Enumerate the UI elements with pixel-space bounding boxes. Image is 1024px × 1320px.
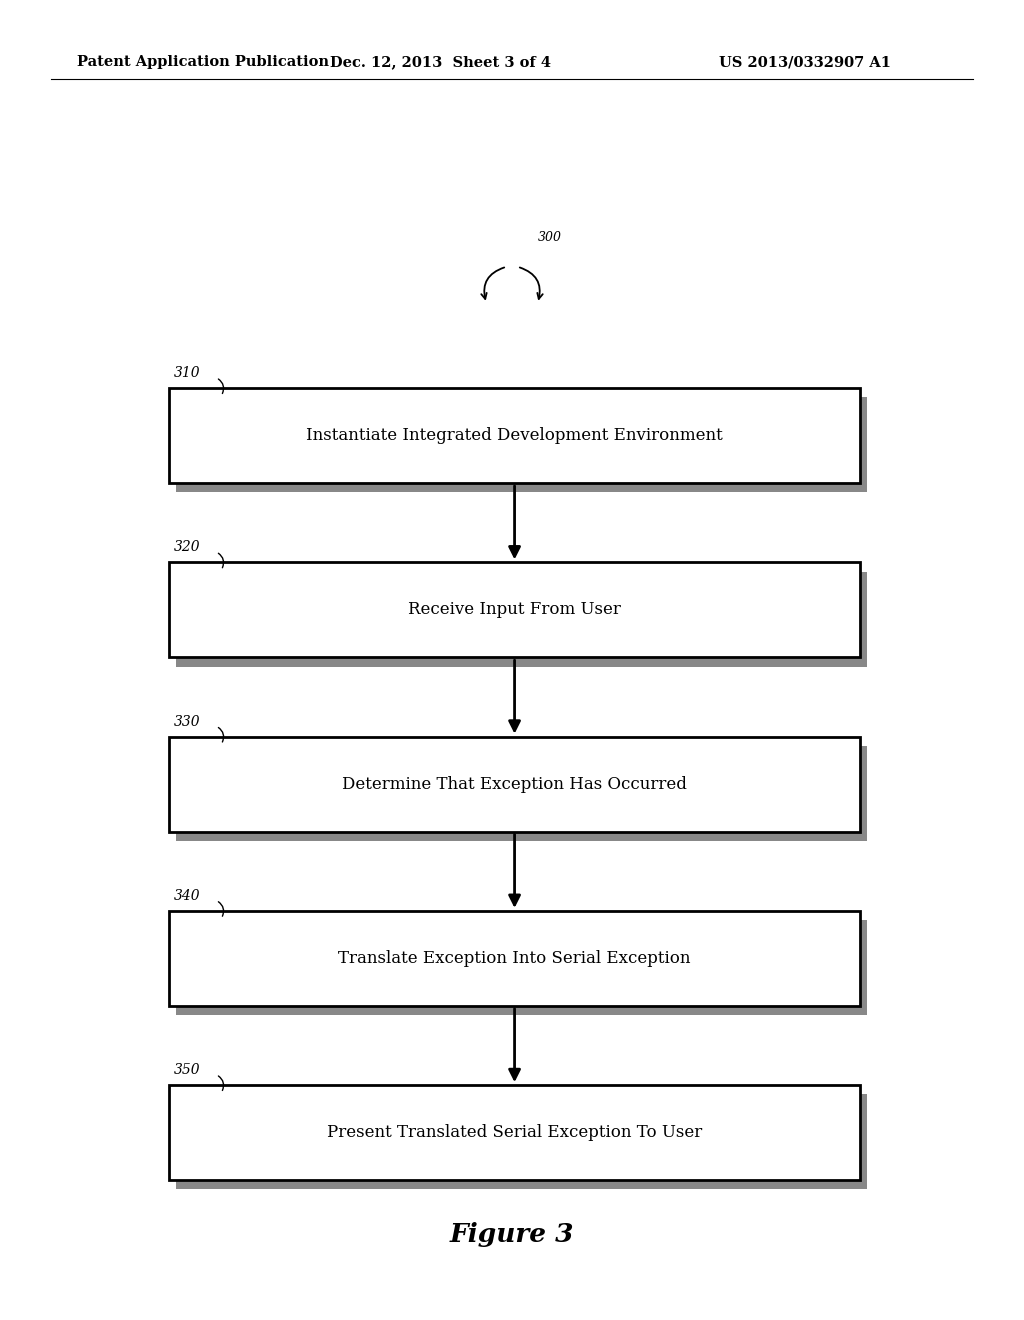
Bar <box>176 397 867 492</box>
Bar <box>176 746 867 841</box>
Bar <box>169 911 860 1006</box>
Text: 330: 330 <box>174 714 201 729</box>
Bar <box>169 737 860 832</box>
Text: 310: 310 <box>174 366 201 380</box>
Text: Translate Exception Into Serial Exception: Translate Exception Into Serial Exceptio… <box>338 950 691 966</box>
Text: 300: 300 <box>538 231 561 244</box>
Text: 320: 320 <box>174 540 201 554</box>
Text: Determine That Exception Has Occurred: Determine That Exception Has Occurred <box>342 776 687 792</box>
Text: Figure 3: Figure 3 <box>450 1222 574 1246</box>
Bar <box>169 1085 860 1180</box>
Text: US 2013/0332907 A1: US 2013/0332907 A1 <box>719 55 891 69</box>
Text: Patent Application Publication: Patent Application Publication <box>77 55 329 69</box>
Bar <box>176 920 867 1015</box>
Text: Dec. 12, 2013  Sheet 3 of 4: Dec. 12, 2013 Sheet 3 of 4 <box>330 55 551 69</box>
Text: Instantiate Integrated Development Environment: Instantiate Integrated Development Envir… <box>306 428 723 444</box>
Bar <box>169 562 860 657</box>
Bar <box>169 388 860 483</box>
Text: 350: 350 <box>174 1063 201 1077</box>
Bar <box>176 1094 867 1189</box>
Text: Present Translated Serial Exception To User: Present Translated Serial Exception To U… <box>327 1125 702 1140</box>
Bar <box>176 572 867 667</box>
Text: Receive Input From User: Receive Input From User <box>409 602 621 618</box>
Text: 340: 340 <box>174 888 201 903</box>
